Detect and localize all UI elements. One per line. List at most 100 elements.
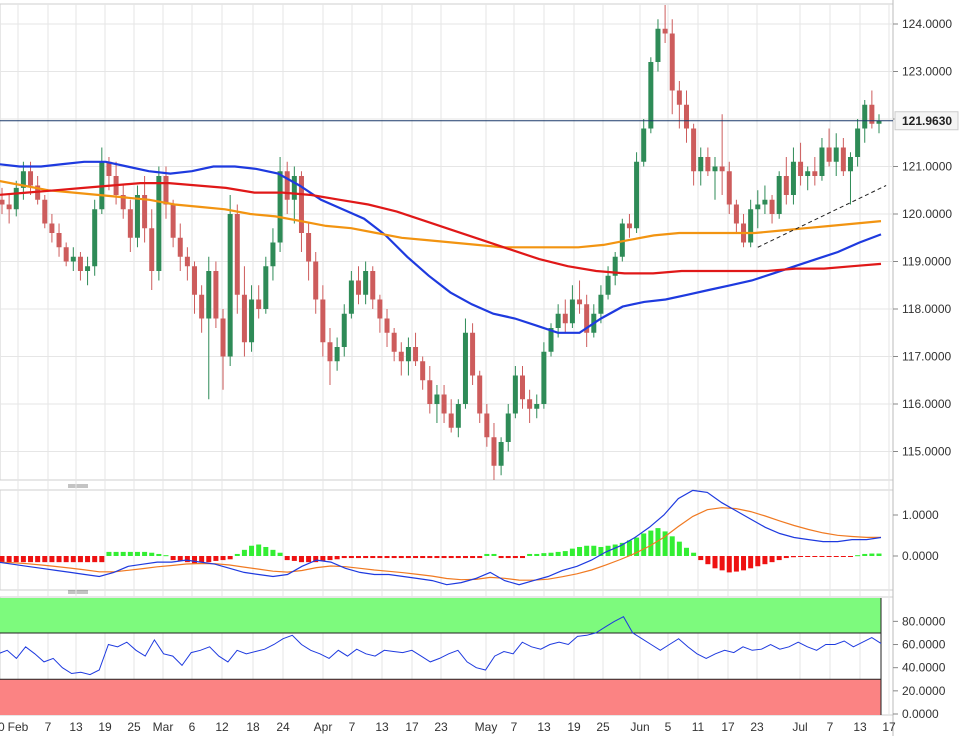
macd-signal-line [0,507,881,581]
macd-histogram-bar [13,556,19,563]
macd-histogram-bar [641,533,647,556]
macd-histogram-bar [291,556,297,561]
macd-histogram-bar [833,556,839,557]
rsi-line [0,616,882,676]
candle-body [847,157,853,172]
macd-histogram-bar [306,556,312,563]
macd-histogram-bar [427,556,433,559]
macd-histogram-bar [470,556,476,559]
macd-histogram-bar [356,556,362,559]
candle-body [320,299,326,343]
candle-body [612,256,618,276]
x-tick-label: 7 [349,720,356,734]
candle-body [341,313,347,347]
macd-histogram-bar [270,549,276,556]
candle-body [455,404,461,428]
sma-short-line [0,160,882,334]
candle-body [683,104,689,129]
candle-body [869,104,875,124]
macd-histogram-bar [192,556,198,564]
candle-body [70,256,76,262]
candle-body [42,199,48,224]
macd-histogram-bar [405,556,411,559]
candle-body [712,166,718,172]
candle-body [120,195,126,210]
macd-histogram-bar [805,556,811,557]
candle-body [398,351,404,362]
candle-body [840,147,846,172]
macd-histogram-bar [127,551,133,556]
candle-body [605,275,611,295]
candle-body [234,214,240,295]
macd-histogram-bar [70,556,76,563]
candle-body [256,299,262,309]
macd-histogram-bar [869,553,875,556]
candle-body [676,90,682,105]
macd-histogram-bar [519,556,525,559]
x-tick-label: 11 [692,720,705,734]
candle-body [413,347,419,362]
candle-body [619,223,625,257]
candle-body [448,413,454,428]
candle-body [263,266,269,309]
macd-histogram-bar [20,556,26,563]
macd-histogram-bar [662,531,668,556]
candle-body [85,266,91,271]
rsi-y-tick-label: 0.0000 [902,707,939,721]
macd-histogram-bar [284,556,290,561]
x-tick-label: 6 [189,720,196,734]
macd-histogram-bar [498,556,504,559]
macd-histogram-bar [234,553,240,556]
macd-histogram-bar [726,556,732,573]
candle-body [726,171,732,205]
macd-histogram-bar [277,552,283,556]
macd-histogram-bar [413,556,419,559]
macd-histogram-bar [790,556,796,558]
candle-body [855,128,861,157]
candle-body [206,271,212,319]
grid-layer [0,0,894,736]
macd-histogram-bar [49,556,55,563]
macd-histogram-bar [733,556,739,572]
candle-body [491,437,497,466]
x-tick-label: Feb [8,720,29,734]
macd-histogram-bar [184,556,190,563]
candle-body [534,404,540,409]
x-tick-label: 25 [596,720,610,734]
candle-body [13,187,19,210]
candle-body [363,271,369,295]
macd-histogram-bar [334,556,340,560]
candle-body [826,147,832,162]
macd-histogram-bar [256,544,262,556]
x-tick-label: 13 [69,720,83,734]
macd-histogram-bar [363,556,369,559]
candle-body [213,271,219,319]
macd-histogram-bar [63,556,69,563]
x-tick-label: 13 [853,720,867,734]
macd-histogram-bar [113,551,119,556]
x-tick-label: 13 [375,720,389,734]
candle-body [327,342,333,362]
rsi-panel [0,598,882,715]
macd-histogram-bar [819,556,825,557]
macd-histogram-bar [612,544,618,556]
candle-body [519,375,525,400]
macd-histogram-bar [512,556,518,559]
candle-body [562,313,568,324]
macd-histogram-bar [241,549,247,556]
macd-histogram-bar [698,556,704,561]
macd-histogram-bar [555,551,561,556]
x-tick-label: 19 [98,720,112,734]
candle-body [477,375,483,414]
rsi-oversold-zone [0,679,881,715]
candle-body [484,413,490,438]
candle-body [106,161,112,176]
candle-body [306,233,312,262]
candle-body [541,351,547,404]
candle-body [377,299,383,319]
macd-histogram-bar [577,546,583,556]
candle-body [462,332,468,404]
macd-histogram-bar [527,553,533,556]
macd-histogram-bar [370,556,376,559]
